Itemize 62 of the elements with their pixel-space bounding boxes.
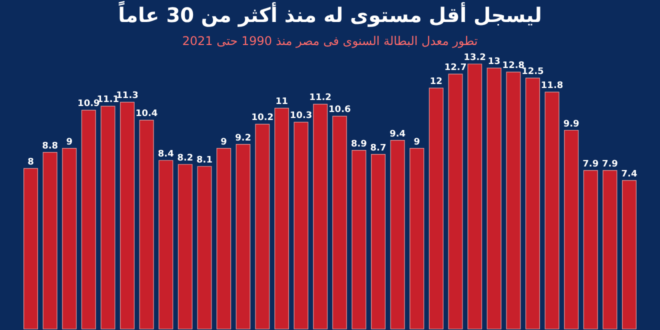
bar bbox=[583, 170, 598, 330]
data-label: 8.1 bbox=[196, 155, 212, 166]
data-label: 9.4 bbox=[390, 129, 406, 140]
data-label: 13 bbox=[488, 57, 500, 68]
bar bbox=[255, 124, 270, 330]
bar bbox=[313, 104, 328, 330]
bar bbox=[120, 102, 135, 330]
bar bbox=[81, 110, 96, 330]
data-label: 7.4 bbox=[621, 169, 638, 180]
bar bbox=[564, 130, 579, 330]
bar bbox=[371, 154, 386, 330]
data-label: 10.6 bbox=[328, 105, 351, 116]
data-label: 13.2 bbox=[464, 53, 486, 63]
data-label: 9 bbox=[220, 137, 227, 148]
data-label: 9 bbox=[414, 137, 420, 148]
data-label: 7.9 bbox=[602, 159, 618, 170]
data-label: 8.2 bbox=[177, 153, 194, 164]
bar bbox=[602, 170, 618, 330]
bar bbox=[62, 148, 77, 330]
bar bbox=[486, 68, 502, 330]
data-label: 11.2 bbox=[309, 93, 332, 104]
chart-subtitle: تطور معدل البطالة السنوى فى مصر منذ 1990 حتى 2021 bbox=[182, 34, 478, 48]
bar bbox=[294, 122, 308, 330]
bar bbox=[410, 148, 424, 330]
bar bbox=[158, 160, 174, 330]
data-label: 7.9 bbox=[582, 159, 599, 170]
bar bbox=[506, 72, 521, 330]
data-label: 9.9 bbox=[563, 119, 580, 130]
bar bbox=[23, 168, 38, 330]
chart-title: ليسجل أقل مستوى له منذ أكثر من 30 عاماً bbox=[118, 0, 542, 27]
bar bbox=[352, 150, 366, 330]
bar bbox=[236, 144, 250, 330]
data-label: 9 bbox=[66, 137, 72, 148]
bar bbox=[448, 74, 463, 330]
bar bbox=[197, 166, 212, 330]
bar bbox=[100, 106, 116, 330]
bar bbox=[42, 152, 58, 330]
data-label: 11.8 bbox=[540, 81, 564, 92]
data-label: 9.2 bbox=[235, 133, 252, 144]
data-label: 10.3 bbox=[290, 111, 312, 122]
bar bbox=[216, 148, 232, 330]
bar bbox=[178, 164, 192, 330]
data-label: 11 bbox=[275, 97, 288, 108]
data-label: 8.8 bbox=[42, 141, 58, 152]
data-label: 12.5 bbox=[522, 67, 544, 78]
bar bbox=[332, 116, 347, 330]
bar bbox=[139, 120, 154, 330]
data-label: 10.2 bbox=[251, 113, 274, 124]
bar bbox=[468, 64, 482, 330]
bar bbox=[390, 140, 405, 330]
data-label: 8.7 bbox=[370, 143, 386, 154]
data-label: 10.4 bbox=[135, 109, 158, 120]
bar bbox=[525, 78, 540, 330]
bar bbox=[274, 108, 289, 330]
data-label: 8.4 bbox=[158, 149, 174, 160]
data-label: 12.7 bbox=[444, 63, 467, 74]
data-label: 12 bbox=[430, 77, 442, 88]
data-label: 8 bbox=[28, 157, 34, 168]
bar bbox=[544, 92, 560, 330]
bar bbox=[622, 180, 637, 330]
bar bbox=[428, 88, 444, 330]
data-label: 8.9 bbox=[350, 139, 367, 150]
